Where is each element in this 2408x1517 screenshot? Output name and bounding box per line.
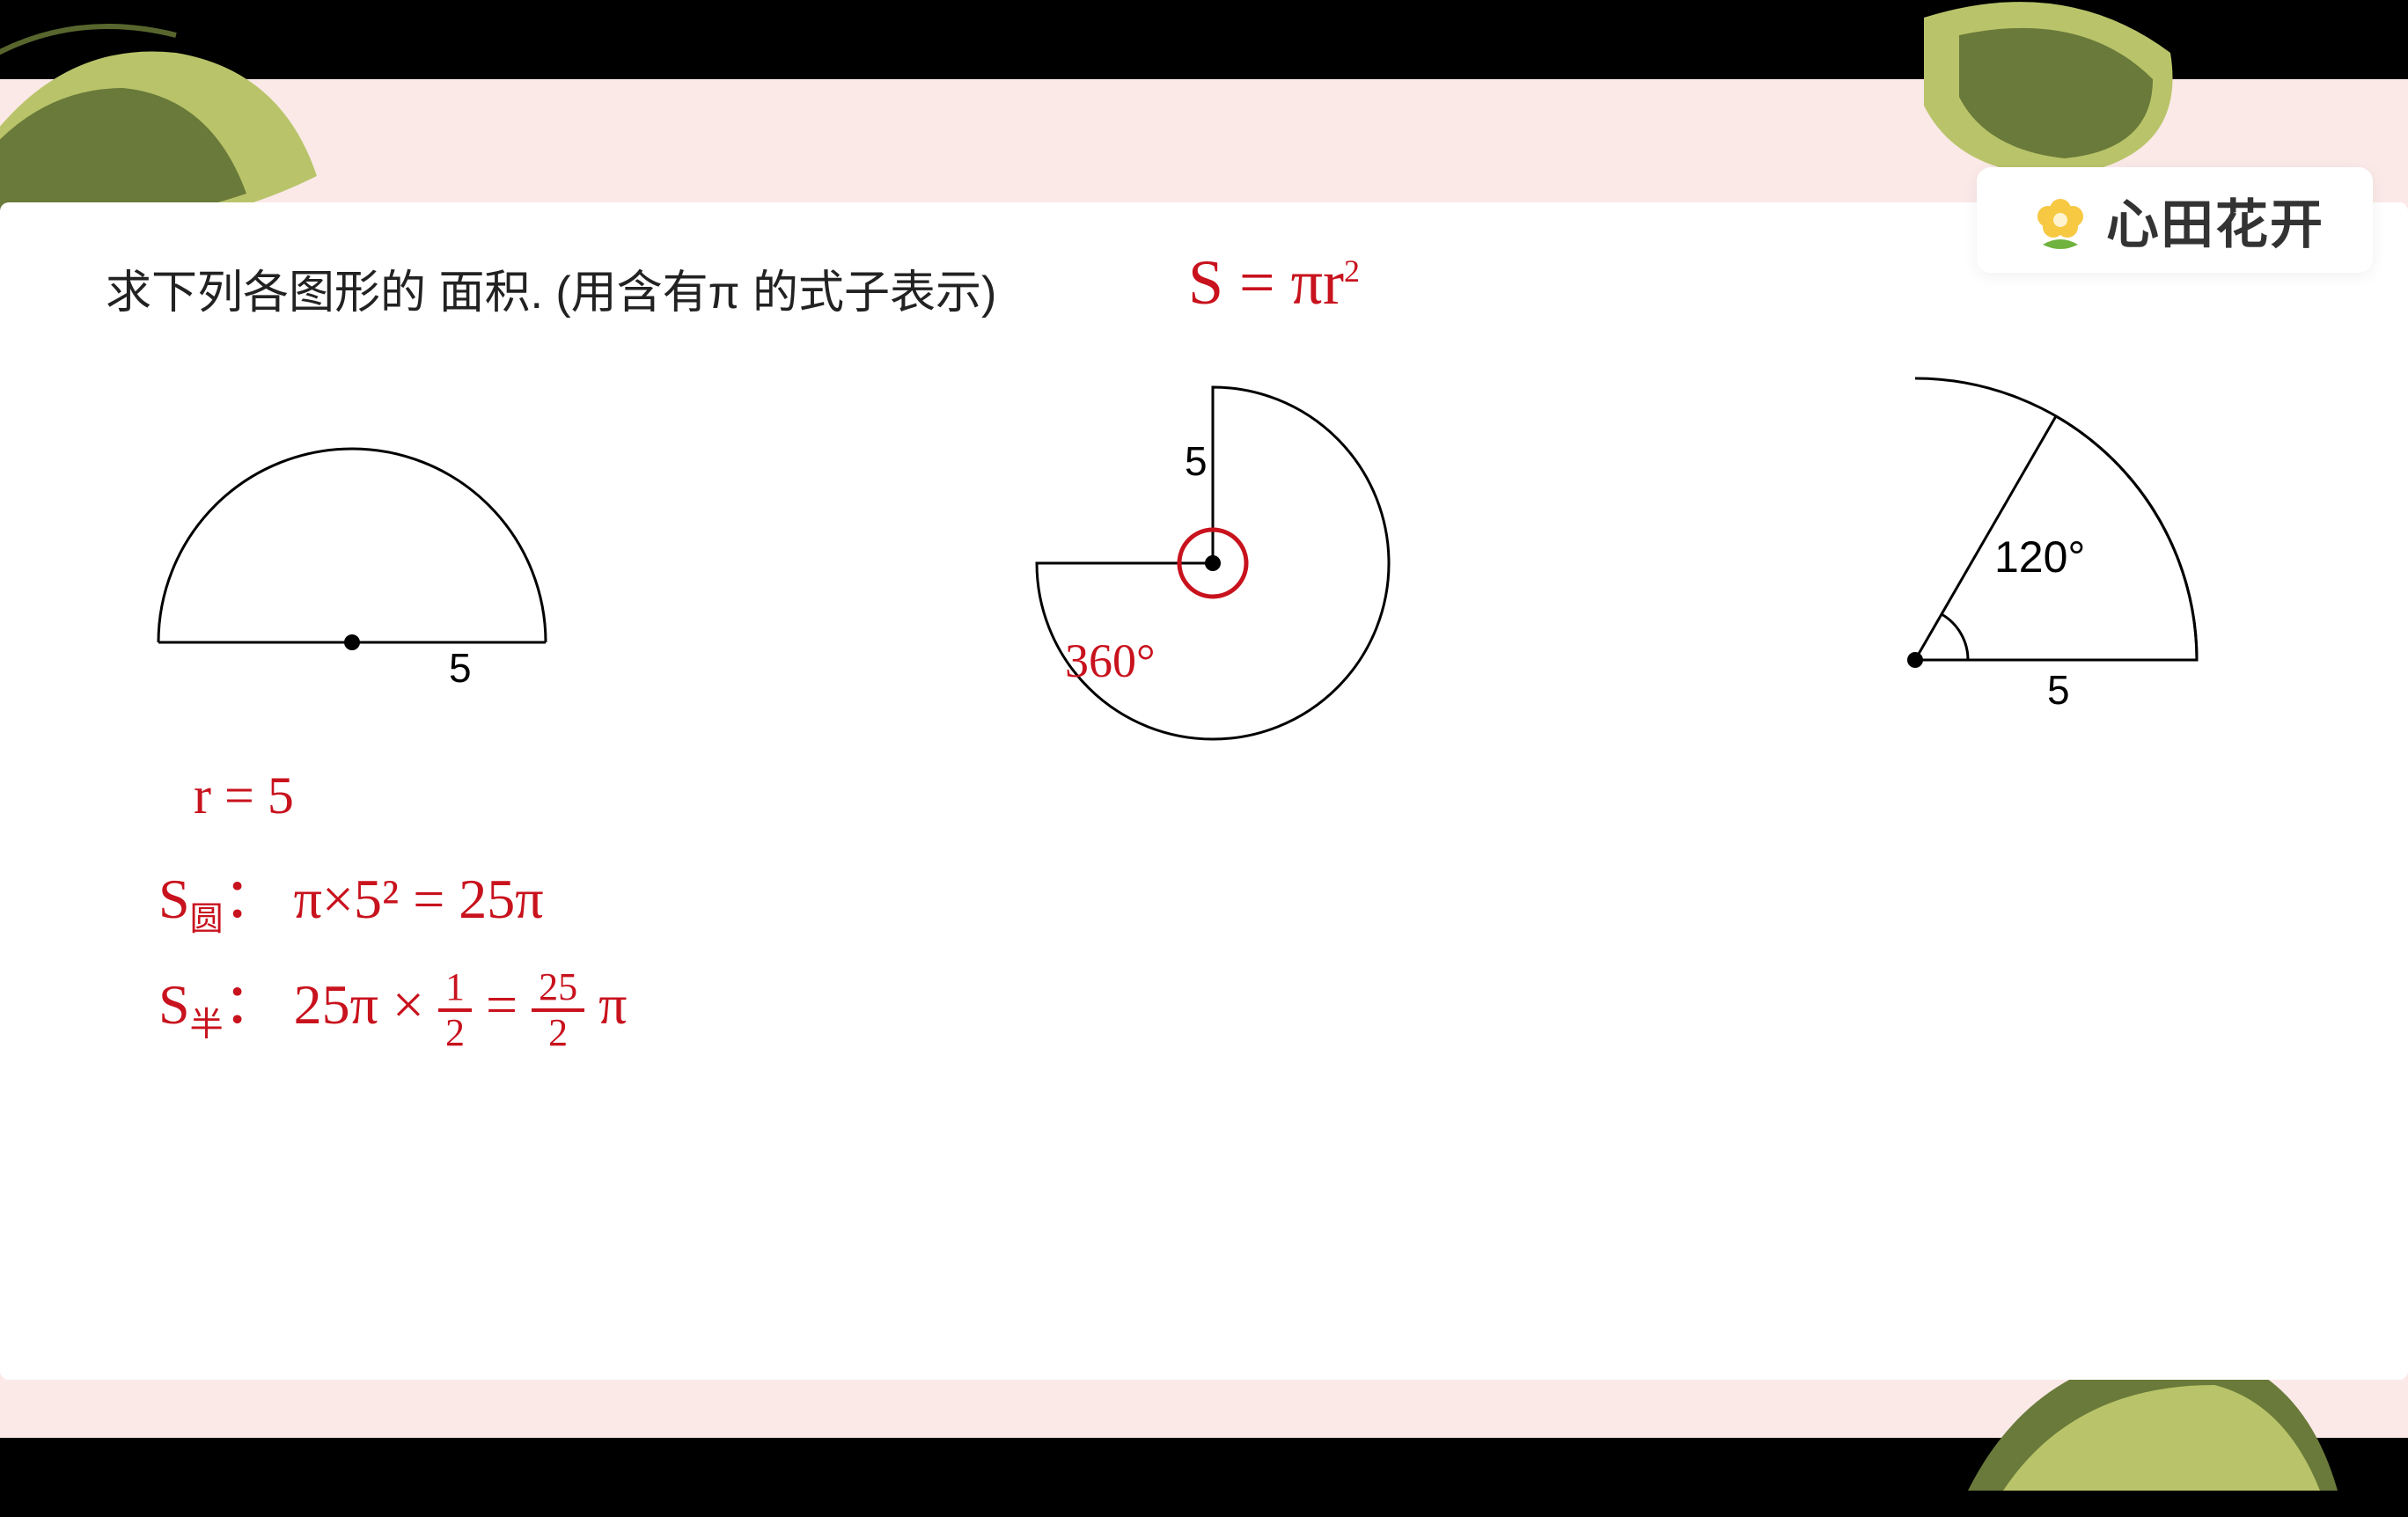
slide-body: 求下列各图形的 面积. (用含有π 的式子表示) S = πr² S = πr2… [0, 202, 2408, 1380]
leaf-decor-top-right [1906, 0, 2188, 194]
logo-text: 心田花开 [2106, 182, 2324, 259]
figure-semicircle: 5 [106, 396, 598, 700]
sector-radius-label: 5 [2047, 667, 2070, 713]
figure-sector-120: 120° 5 [1810, 370, 2302, 744]
handwriting-formula-area: S = πr² S = πr2 [1188, 246, 1360, 319]
hw-s-half: S半： 25π × 12 = 252 π [158, 959, 627, 1052]
sector-angle-label: 120° [1994, 532, 2085, 582]
logo-badge: 心田花开 [1977, 167, 2373, 273]
hw-s-circle-expr: π×5² = 25π [294, 868, 544, 930]
slide-frame: 心田花开 求下列各图形的 面积. (用含有π 的式子表示) S = πr² S … [0, 79, 2408, 1438]
hw-360-annotation: 360° [1065, 634, 1156, 688]
hw-s-half-lhs: 25π × [294, 973, 424, 1036]
hw-r-equals-5: r = 5 [194, 766, 294, 826]
threequarter-radius-label: 5 [1185, 438, 1208, 484]
figures-row: 5 5 [106, 396, 2302, 766]
question-text: 求下列各图形的 面积. (用含有π 的式子表示) [106, 255, 996, 321]
figure-threequarter: 5 [984, 361, 1424, 805]
semicircle-radius-label: 5 [449, 645, 472, 691]
hw-s-circle: SS圆圆： π×5² = 25π [158, 854, 544, 940]
flower-icon [2025, 185, 2096, 255]
